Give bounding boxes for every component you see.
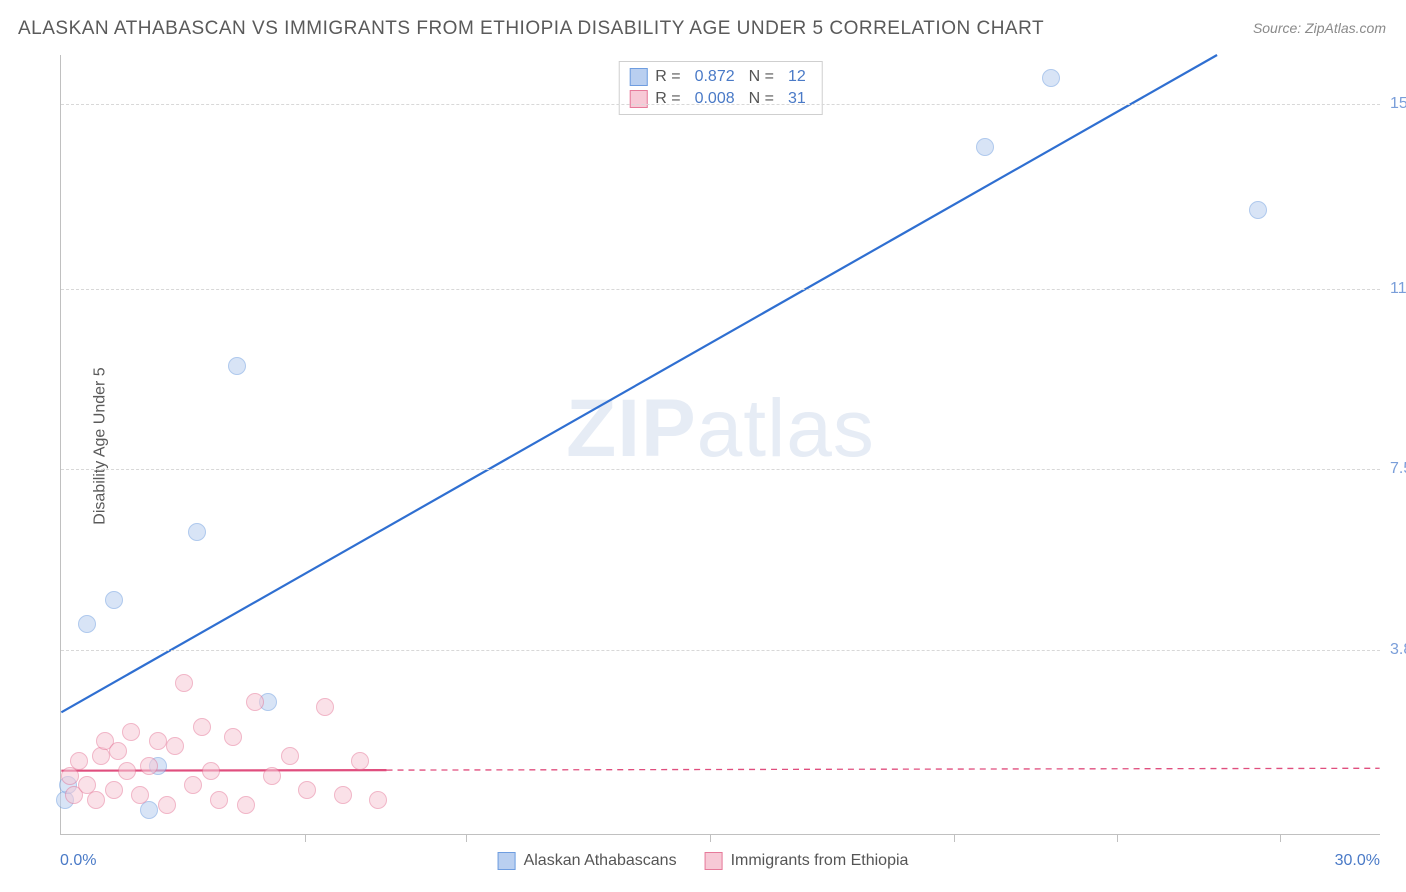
- athabascan-point: [1249, 201, 1267, 219]
- ethiopia-point: [158, 796, 176, 814]
- x-tick: [466, 834, 467, 842]
- ethiopia-point: [122, 723, 140, 741]
- gridline: [61, 650, 1380, 651]
- legend-r-value: 0.872: [695, 68, 735, 86]
- correlation-chart: ALASKAN ATHABASCAN VS IMMIGRANTS FROM ET…: [0, 0, 1406, 892]
- ethiopia-point: [334, 786, 352, 804]
- ethiopia-point: [140, 757, 158, 775]
- athabascan-point: [976, 138, 994, 156]
- ethiopia-point: [166, 737, 184, 755]
- ethiopia-point: [351, 752, 369, 770]
- x-tick: [305, 834, 306, 842]
- ethiopia-point: [210, 791, 228, 809]
- legend-swatch: [629, 68, 647, 86]
- ethiopia-point: [193, 718, 211, 736]
- x-min-label: 0.0%: [60, 852, 96, 870]
- watermark: ZIPatlas: [566, 382, 875, 476]
- ethiopia-point: [149, 732, 167, 750]
- ethiopia-point: [237, 796, 255, 814]
- x-tick: [1280, 834, 1281, 842]
- ethiopia-point: [184, 776, 202, 794]
- ethiopia-point: [105, 781, 123, 799]
- plot-area: ZIPatlas R =0.872N =12R =0.008N =31 3.8%…: [60, 55, 1380, 835]
- ethiopia-point: [316, 698, 334, 716]
- ethiopia-point: [369, 791, 387, 809]
- ethiopia-point: [281, 747, 299, 765]
- ethiopia-point: [118, 762, 136, 780]
- legend-r-value: 0.008: [695, 90, 735, 108]
- gridline: [61, 104, 1380, 105]
- legend-series-name: Alaskan Athabascans: [524, 852, 677, 870]
- ethiopia-point: [175, 674, 193, 692]
- y-tick-label: 3.8%: [1390, 641, 1406, 659]
- legend-series: Alaskan Athabascans Immigrants from Ethio…: [498, 852, 909, 870]
- ethiopia-point: [246, 693, 264, 711]
- legend-r-label: R =: [655, 68, 680, 86]
- gridline: [61, 469, 1380, 470]
- athabascan-point: [188, 523, 206, 541]
- ethiopia-point: [131, 786, 149, 804]
- regression-lines: [61, 55, 1380, 834]
- ethiopia-point: [202, 762, 220, 780]
- legend-stat-row: R = 0.008 N = 31: [629, 88, 812, 110]
- ethiopia-point: [263, 767, 281, 785]
- x-tick: [1117, 834, 1118, 842]
- legend-series-name: Immigrants from Ethiopia: [731, 852, 909, 870]
- ethiopia-point: [70, 752, 88, 770]
- chart-title: ALASKAN ATHABASCAN VS IMMIGRANTS FROM ET…: [18, 18, 1044, 40]
- legend-stat-row: R = 0.872 N = 12: [629, 66, 812, 88]
- legend-swatch: [629, 90, 647, 108]
- athabascan-point: [228, 357, 246, 375]
- legend-swatch: [498, 852, 516, 870]
- y-tick-label: 11.2%: [1390, 280, 1406, 298]
- legend-n-label: N =: [749, 68, 774, 86]
- legend-n-label: N =: [749, 90, 774, 108]
- ethiopia-point: [224, 728, 242, 746]
- x-tick: [710, 834, 711, 842]
- x-max-label: 30.0%: [1335, 852, 1380, 870]
- gridline: [61, 289, 1380, 290]
- y-tick-label: 15.0%: [1390, 95, 1406, 113]
- athabascan-point: [105, 591, 123, 609]
- athabascan-point: [1042, 69, 1060, 87]
- ethiopia-point: [87, 791, 105, 809]
- ethiopia-point: [298, 781, 316, 799]
- y-tick-label: 7.5%: [1390, 460, 1406, 478]
- legend-series-item: Alaskan Athabascans: [498, 852, 677, 870]
- x-tick: [954, 834, 955, 842]
- athabascan-point: [78, 615, 96, 633]
- ethiopia-point: [109, 742, 127, 760]
- legend-swatch: [705, 852, 723, 870]
- legend-stats: R = 0.872 N = 12 R = 0.008 N = 31: [618, 61, 823, 115]
- legend-series-item: Immigrants from Ethiopia: [705, 852, 909, 870]
- legend-n-value: 31: [788, 90, 806, 108]
- legend-r-label: R =: [655, 90, 680, 108]
- source-label: Source: ZipAtlas.com: [1253, 20, 1386, 36]
- legend-n-value: 12: [788, 68, 806, 86]
